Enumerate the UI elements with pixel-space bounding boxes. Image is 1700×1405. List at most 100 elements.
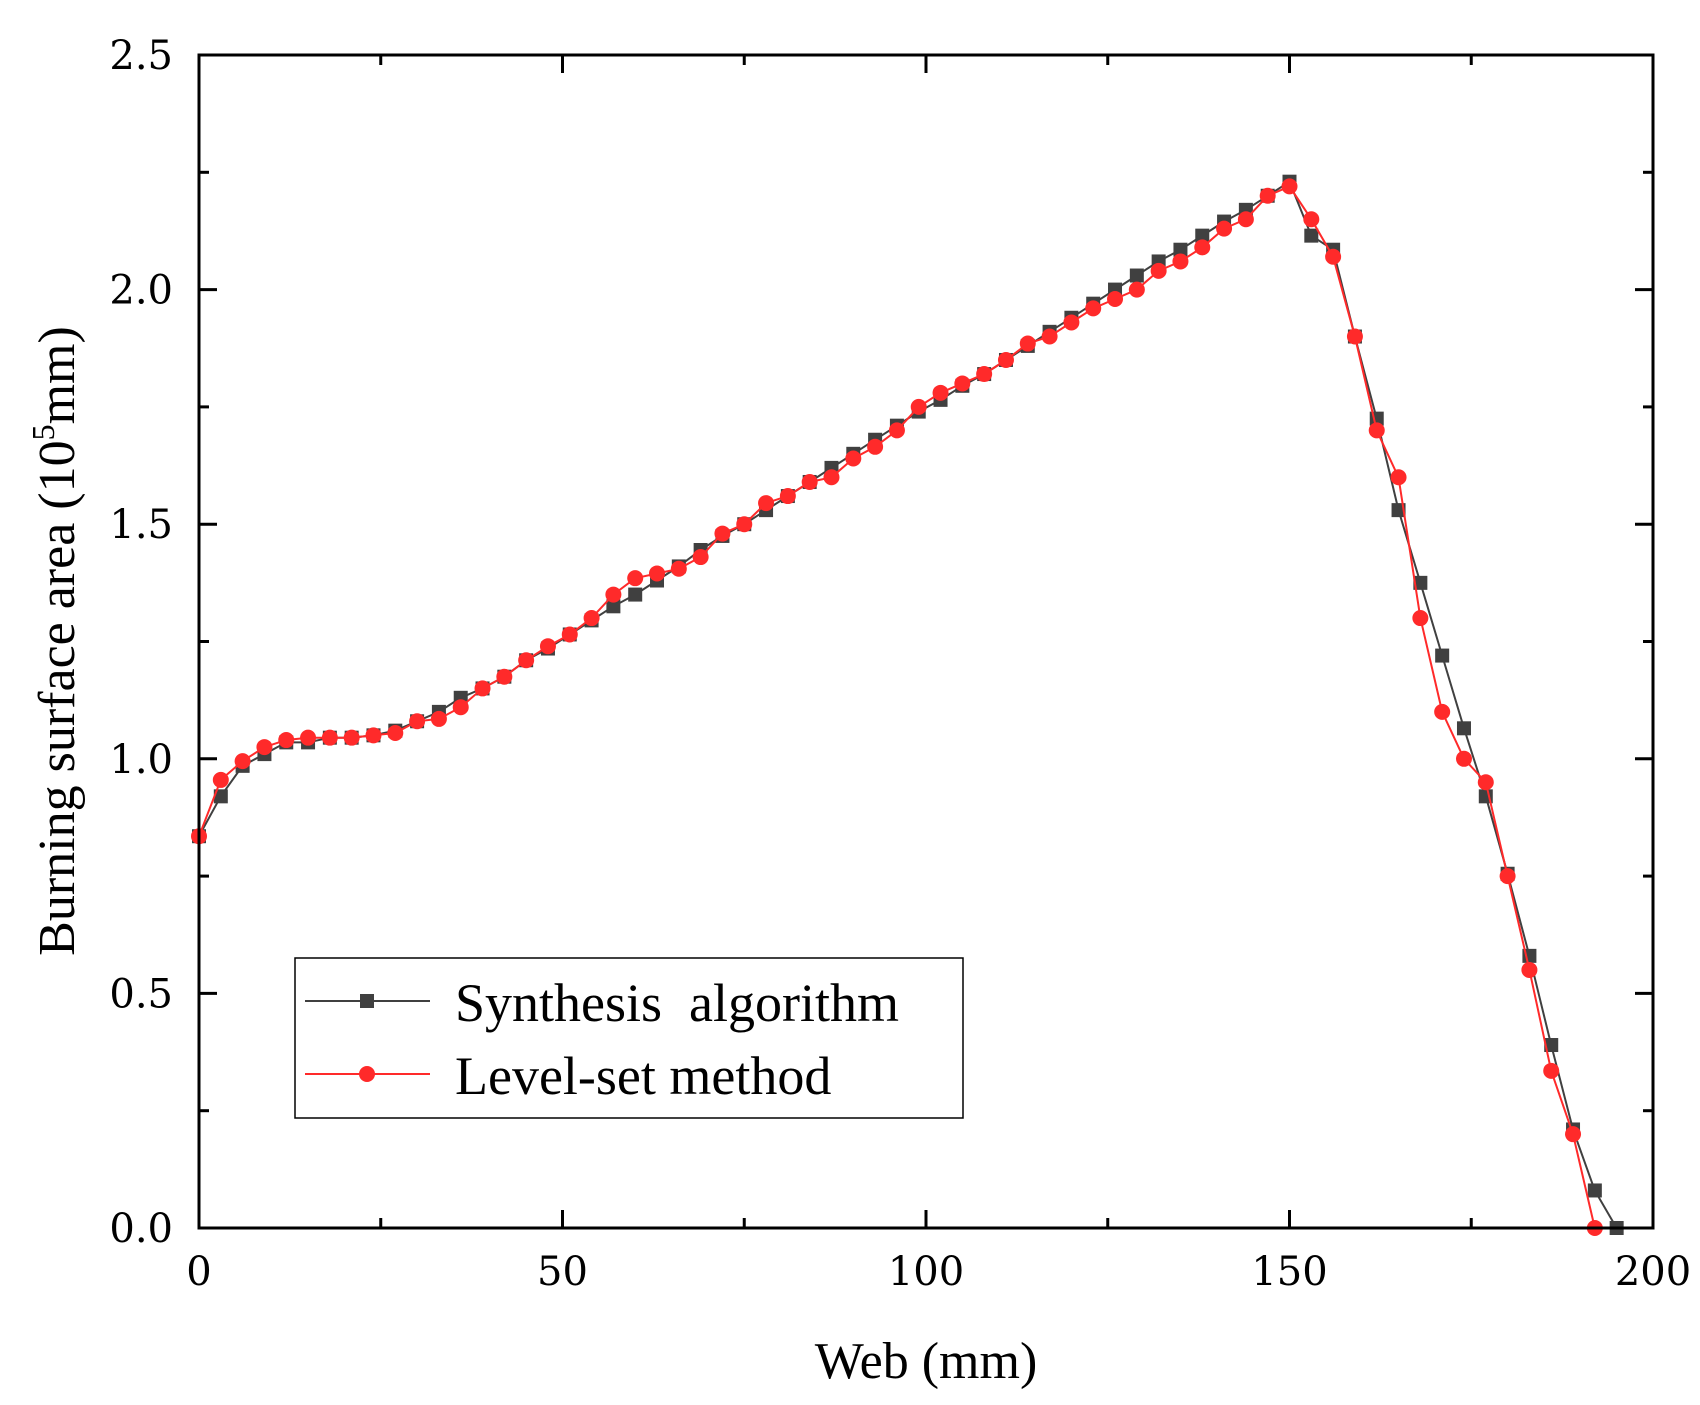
y-axis-title-end: mm) xyxy=(29,326,86,424)
data-point-square xyxy=(628,587,643,602)
legend-swatch-marker xyxy=(359,1066,375,1082)
y-axis-title: Burning surface area (105mm) xyxy=(25,326,86,956)
data-point-circle xyxy=(430,710,447,727)
data-point-circle xyxy=(649,565,666,582)
data-point-circle xyxy=(1455,750,1472,767)
data-point-circle xyxy=(1216,220,1233,237)
data-point-circle xyxy=(692,549,709,566)
y-tick-label: 0.5 xyxy=(109,971,173,1017)
data-point-square xyxy=(1544,1038,1559,1053)
data-point-circle xyxy=(867,438,884,455)
data-point-circle xyxy=(1543,1062,1560,1079)
data-point-circle xyxy=(365,727,382,744)
x-axis-title: Web (mm) xyxy=(815,1333,1038,1390)
data-point-circle xyxy=(321,729,338,746)
data-point-circle xyxy=(1412,610,1429,627)
legend-label-synthesis: Synthesis algorithm xyxy=(455,973,899,1033)
data-point-square xyxy=(1304,228,1319,243)
y-axis-title-sup: 5 xyxy=(25,424,61,440)
y-tick-label: 0.0 xyxy=(109,1206,173,1252)
legend-label-level-set: Level-set method xyxy=(455,1046,831,1106)
data-point-square xyxy=(1435,648,1450,663)
data-point-circle xyxy=(1346,328,1363,345)
data-point-circle xyxy=(1107,290,1124,307)
data-point-circle xyxy=(1237,211,1254,228)
data-point-circle xyxy=(1521,961,1538,978)
data-point-circle xyxy=(845,450,862,467)
data-point-circle xyxy=(976,366,993,383)
data-point-circle xyxy=(888,422,905,439)
data-point-circle xyxy=(779,488,796,505)
data-point-circle xyxy=(409,713,426,730)
series-level-set-method xyxy=(191,178,1603,1236)
data-point-circle xyxy=(714,525,731,542)
data-point-circle xyxy=(561,626,578,643)
x-tick-label: 50 xyxy=(537,1249,588,1295)
data-point-circle xyxy=(1150,262,1167,279)
data-point-circle xyxy=(452,699,469,716)
data-point-circle xyxy=(1259,187,1276,204)
data-point-circle xyxy=(1041,328,1058,345)
data-point-square xyxy=(1195,228,1210,243)
data-point-circle xyxy=(932,384,949,401)
data-point-circle xyxy=(496,668,513,685)
data-point-circle xyxy=(212,771,229,788)
x-tick-label: 200 xyxy=(1615,1249,1691,1295)
data-point-circle xyxy=(1390,469,1407,486)
data-point-circle xyxy=(627,570,644,587)
y-tick-label: 1.0 xyxy=(109,737,173,783)
x-tick-label: 0 xyxy=(186,1249,211,1295)
x-tick-label: 100 xyxy=(888,1249,964,1295)
data-point-square xyxy=(213,789,228,804)
data-point-circle xyxy=(1368,422,1385,439)
data-point-circle xyxy=(539,638,556,655)
data-point-circle xyxy=(1325,248,1342,265)
data-point-circle xyxy=(758,495,775,512)
data-point-circle xyxy=(1303,211,1320,228)
x-tick-label: 150 xyxy=(1251,1249,1327,1295)
data-point-circle xyxy=(1434,703,1451,720)
data-point-circle xyxy=(1565,1126,1582,1143)
data-point-circle xyxy=(910,398,927,415)
data-point-circle xyxy=(1019,335,1036,352)
data-point-circle xyxy=(474,680,491,697)
data-point-square xyxy=(1587,1183,1602,1198)
y-tick-label: 1.5 xyxy=(109,502,173,548)
y-tick-label: 2.0 xyxy=(109,268,173,314)
data-point-circle xyxy=(801,473,818,490)
data-point-circle xyxy=(387,724,404,741)
data-point-circle xyxy=(518,652,535,669)
data-point-square xyxy=(1456,721,1471,736)
data-point-circle xyxy=(256,739,273,756)
data-point-circle xyxy=(278,732,295,749)
data-point-circle xyxy=(736,516,753,533)
data-point-circle xyxy=(300,729,317,746)
data-point-square xyxy=(1413,575,1428,590)
legend-swatch-marker xyxy=(360,994,374,1008)
data-point-circle xyxy=(823,469,840,486)
data-point-circle xyxy=(1281,178,1298,195)
data-point-circle xyxy=(1063,314,1080,331)
data-point-circle xyxy=(234,753,251,770)
data-point-circle xyxy=(583,610,600,627)
legend: Synthesis algorithm Level-set method xyxy=(294,957,964,1119)
data-point-circle xyxy=(1194,239,1211,256)
data-point-circle xyxy=(343,729,360,746)
y-axis-title-main: Burning surface area (10 xyxy=(29,440,86,955)
data-point-circle xyxy=(997,351,1014,368)
data-point-square xyxy=(1173,242,1188,257)
series-layer xyxy=(191,174,1624,1236)
data-point-circle xyxy=(1477,774,1494,791)
data-point-circle xyxy=(605,586,622,603)
plot-frame xyxy=(197,53,1655,1230)
data-point-square xyxy=(1129,268,1144,283)
data-point-circle xyxy=(1499,868,1516,885)
legend-box xyxy=(294,957,964,1119)
data-point-square xyxy=(606,599,621,614)
data-point-circle xyxy=(1172,253,1189,270)
data-point-circle xyxy=(954,375,971,392)
tick-labels: 0 50 100 150 200 0.0 0.5 1.0 1.5 2.0 2.5 xyxy=(109,33,1691,1295)
y-tick-label: 2.5 xyxy=(109,33,173,79)
